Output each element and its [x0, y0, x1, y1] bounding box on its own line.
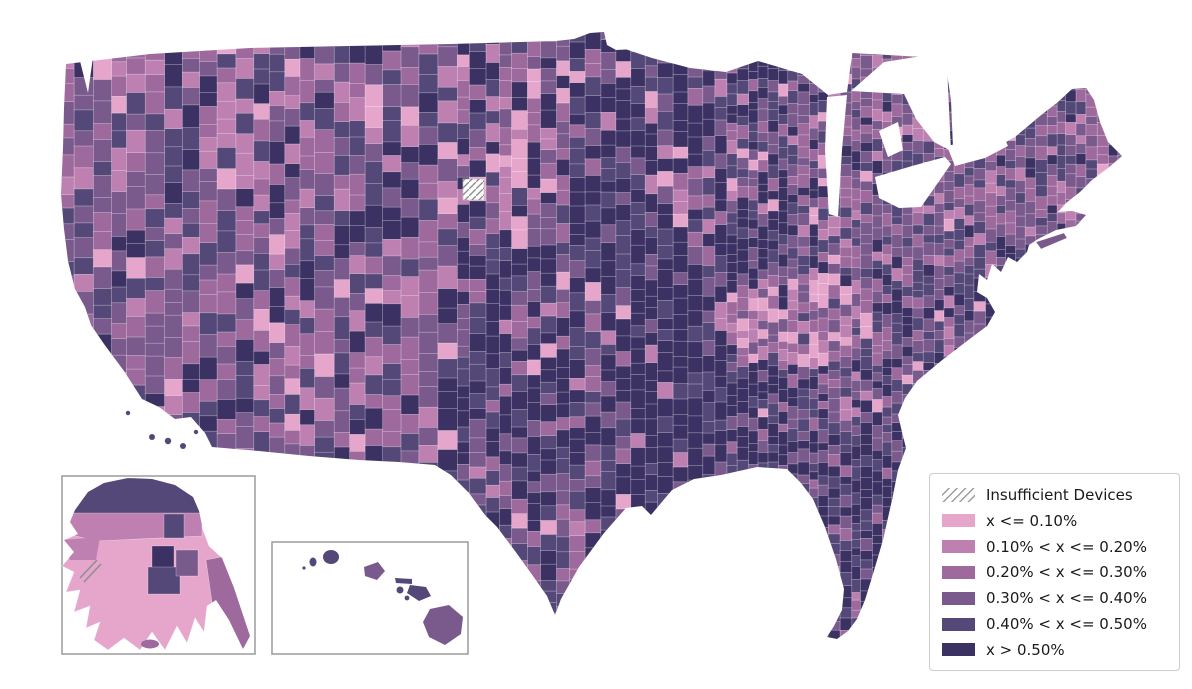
coastal-islands [125, 232, 1068, 449]
legend-swatch [942, 514, 975, 528]
legend-entry-label: 0.30% < x <= 0.40% [986, 589, 1147, 608]
legend-swatch [942, 565, 975, 579]
great-lakes [79, 36, 1008, 217]
legend-entry: x > 0.50% [942, 638, 1169, 662]
legend-swatch [942, 643, 975, 657]
legend-entry-label: 0.20% < x <= 0.30% [986, 563, 1147, 582]
insufficient-county-marker [462, 178, 485, 201]
legend-swatch [942, 540, 975, 554]
legend-swatch [942, 591, 975, 605]
legend-entry: x <= 0.10% [942, 509, 1169, 533]
map-legend: Insufficient Devices x <= 0.10% 0.10% < … [929, 473, 1180, 671]
legend-entry: 0.20% < x <= 0.30% [942, 560, 1169, 584]
legend-entry-label: x > 0.50% [986, 640, 1065, 659]
legend-entry-label: 0.40% < x <= 0.50% [986, 615, 1147, 634]
legend-entry: 0.10% < x <= 0.20% [942, 535, 1169, 559]
legend-entry-insufficient: Insufficient Devices [942, 483, 1169, 507]
legend-entry-label: 0.10% < x <= 0.20% [986, 537, 1147, 556]
legend-entry: 0.40% < x <= 0.50% [942, 612, 1169, 636]
alaska-inset [61, 475, 256, 655]
legend-entry: 0.30% < x <= 0.40% [942, 586, 1169, 610]
legend-entry-label: Insufficient Devices [986, 486, 1133, 504]
legend-swatch [942, 617, 975, 631]
hatch-swatch-icon [942, 488, 975, 502]
hawaii-inset [271, 541, 469, 655]
legend-entry-label: x <= 0.10% [986, 511, 1078, 530]
